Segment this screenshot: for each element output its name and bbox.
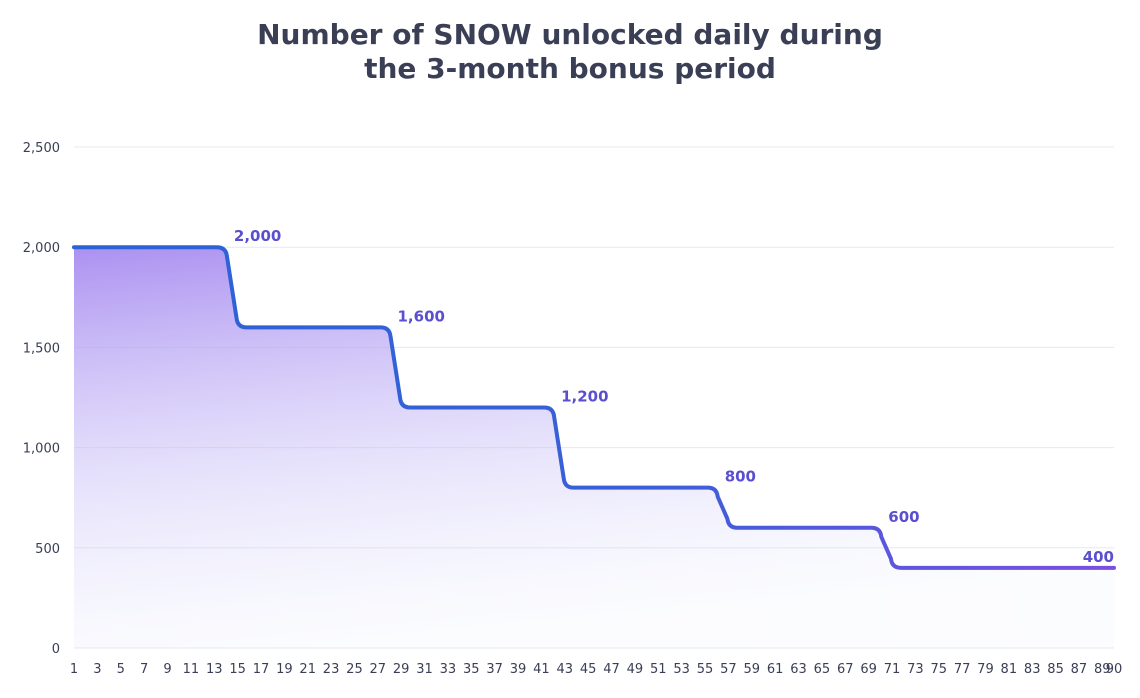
x-tick-label: 11 — [183, 662, 200, 677]
x-tick-label: 67 — [837, 662, 854, 677]
x-tick-label: 85 — [1047, 662, 1064, 677]
data-labels: 2,000 1,600 1,200 800 600 400 — [234, 227, 1114, 566]
y-tick-label: 2,000 — [23, 241, 60, 256]
x-tick-label: 79 — [977, 662, 994, 677]
y-tick-label: 0 — [52, 642, 60, 657]
x-tick-label: 13 — [206, 662, 223, 677]
x-tick-label: 65 — [814, 662, 831, 677]
x-tick-label: 51 — [650, 662, 667, 677]
data-label-0: 2,000 — [234, 227, 281, 245]
x-tick-label: 17 — [253, 662, 270, 677]
chart-title-line-2: the 3-month bonus period — [364, 52, 776, 85]
x-tick-label: 75 — [930, 662, 947, 677]
x-tick-label: 63 — [790, 662, 807, 677]
x-tick-label: 71 — [884, 662, 901, 677]
chart-title: Number of SNOW unlocked daily during the… — [0, 18, 1140, 86]
x-tick-label: 57 — [720, 662, 737, 677]
data-label-3: 800 — [725, 468, 756, 486]
data-label-5: 400 — [1083, 548, 1114, 566]
y-tick-label: 2,500 — [23, 141, 60, 156]
x-tick-label: 39 — [510, 662, 527, 677]
x-tick-label: 3 — [93, 662, 101, 677]
y-axis-ticks: 0 500 1,000 1,500 2,000 2,500 — [23, 141, 60, 657]
x-tick-label: 19 — [276, 662, 293, 677]
x-axis-ticks: 1 3 5 7 9 11 13 15 17 19 21 23 25 27 29 31 33 35 37 39 41 43 4… — [70, 662, 1122, 677]
x-tick-label: 61 — [767, 662, 784, 677]
x-tick-label: 35 — [463, 662, 480, 677]
series-line — [72, 245, 1116, 570]
x-tick-label: 87 — [1071, 662, 1088, 677]
x-tick-label: 89 — [1094, 662, 1111, 677]
x-tick-label: 23 — [323, 662, 340, 677]
x-tick-label: 1 — [70, 662, 78, 677]
x-tick-label: 9 — [163, 662, 171, 677]
x-tick-label: 81 — [1001, 662, 1018, 677]
x-tick-label: 7 — [140, 662, 148, 677]
x-tick-label: 77 — [954, 662, 971, 677]
x-tick-label: 21 — [299, 662, 316, 677]
x-tick-label: 83 — [1024, 662, 1041, 677]
y-tick-label: 1,000 — [23, 442, 60, 457]
x-tick-label: 69 — [860, 662, 877, 677]
x-tick-label: 43 — [557, 662, 574, 677]
x-tick-label: 49 — [627, 662, 644, 677]
x-tick-label: 27 — [370, 662, 387, 677]
x-tick-label: 90 — [1106, 662, 1123, 677]
x-tick-label: 59 — [743, 662, 760, 677]
area-fill — [74, 247, 1114, 648]
x-tick-label: 29 — [393, 662, 410, 677]
x-tick-label: 5 — [117, 662, 125, 677]
x-tick-label: 15 — [229, 662, 246, 677]
data-label-2: 1,200 — [561, 388, 608, 406]
x-tick-label: 55 — [697, 662, 714, 677]
y-tick-label: 500 — [35, 542, 60, 557]
y-tick-label: 1,500 — [23, 341, 60, 356]
x-tick-label: 25 — [346, 662, 363, 677]
x-tick-label: 37 — [486, 662, 503, 677]
x-tick-label: 33 — [440, 662, 457, 677]
data-label-1: 1,600 — [398, 307, 445, 325]
x-tick-label: 73 — [907, 662, 924, 677]
x-tick-label: 53 — [673, 662, 690, 677]
x-tick-label: 31 — [416, 662, 433, 677]
chart-title-line-1: Number of SNOW unlocked daily during — [257, 18, 883, 51]
x-tick-label: 47 — [603, 662, 620, 677]
x-tick-label: 41 — [533, 662, 550, 677]
x-tick-label: 45 — [580, 662, 597, 677]
data-label-4: 600 — [888, 508, 919, 526]
